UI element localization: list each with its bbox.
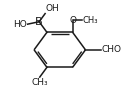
Text: CHO: CHO	[102, 45, 122, 54]
Text: CH₃: CH₃	[31, 78, 48, 87]
Text: O: O	[69, 16, 76, 25]
Text: OH: OH	[46, 4, 60, 13]
Text: HO: HO	[13, 20, 27, 29]
Text: CH₃: CH₃	[83, 16, 98, 25]
Text: B: B	[35, 17, 43, 27]
